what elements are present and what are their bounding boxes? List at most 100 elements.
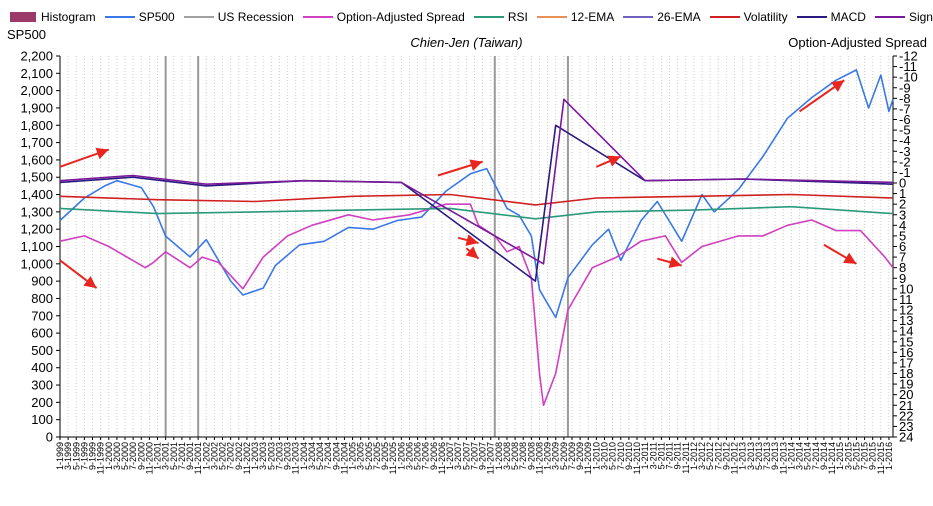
x-tick-label: 1-2007 [445, 442, 455, 470]
x-tick-label: 7-2013 [762, 442, 772, 470]
y-left-tick-label: 2,000 [20, 83, 53, 98]
y-right-tick-label: 0 [899, 176, 906, 191]
x-tick-label: 11-2010 [632, 442, 642, 474]
x-tick-label: 11-2005 [388, 442, 398, 474]
x-tick-label: 7-2012 [713, 442, 723, 470]
legend-swatch [302, 16, 333, 18]
x-tick-label: 3-2001 [161, 442, 171, 470]
x-tick-label: 11-2014 [827, 442, 837, 474]
x-tick-label: 9-2007 [478, 442, 488, 470]
x-tick-label: 3-2009 [551, 442, 561, 470]
y-left-tick-label: 1,600 [20, 152, 53, 167]
y-left-tick-label: 100 [31, 412, 53, 427]
x-tick-label: 7-2015 [860, 442, 870, 470]
y-right-tick-label: -9 [899, 80, 911, 95]
series-line-rsi [59, 205, 894, 220]
legend-label: 12-EMA [570, 10, 615, 24]
x-tick-label: 1-2006 [396, 442, 406, 470]
x-tick-label: 7-2009 [567, 442, 577, 470]
x-tick-label: 5-2001 [169, 442, 179, 470]
x-tick-label: 7-2002 [226, 442, 236, 470]
annotation-arrow [823, 243, 857, 265]
y-left-tick-label: 700 [31, 308, 53, 323]
x-tick-label: 7-2014 [811, 442, 821, 470]
x-tick-label: 5-2011 [656, 442, 666, 469]
x-tick-label: 1-2009 [543, 442, 553, 470]
y-right-tick-label: -1 [899, 165, 911, 180]
y-right-tick-label: 7 [899, 250, 906, 265]
x-tick-label: 7-1999 [79, 442, 89, 470]
x-tick-label: 11-2002 [242, 442, 252, 474]
x-tick-label: 11-2015 [876, 442, 886, 474]
x-tick-label: 1-2015 [835, 442, 845, 470]
legend-swatch [183, 16, 214, 18]
y-right-tick-label: 9 [899, 271, 906, 286]
y-right-tick-label: 23 [899, 419, 913, 434]
x-tick-label: 11-2009 [583, 442, 593, 474]
x-tick-label: 1-2004 [299, 442, 309, 470]
x-tick-label: 9-2014 [819, 442, 829, 470]
x-tick-label: 5-2002 [218, 442, 228, 470]
x-tick-label: 1-2008 [494, 442, 504, 470]
x-tick-label: 9-2012 [721, 442, 731, 470]
series-line-volatility [59, 193, 894, 206]
legend-swatch [796, 16, 827, 18]
y-left-tick-label: 800 [31, 291, 53, 306]
legend-label: US Recession [217, 10, 294, 24]
legend-swatch [623, 16, 654, 18]
x-tick-label: 1-2003 [250, 442, 260, 470]
x-tick-label: 9-2004 [331, 442, 341, 470]
x-tick-label: 1-2010 [591, 442, 601, 470]
x-tick-label: 5-2015 [851, 442, 861, 470]
legend-label: RSI [507, 10, 528, 24]
y-right-tick-label: 19 [899, 377, 913, 392]
y-right-tick-label: 4 [899, 218, 906, 233]
series-line-option-adjusted-spread [59, 203, 894, 407]
legend-entry: 12-EMA [536, 10, 615, 24]
x-tick-label: 7-2008 [518, 442, 528, 470]
x-tick-label: 1-2011 [640, 442, 650, 469]
y-left-tick-label: 900 [31, 274, 53, 289]
x-tick-label: 3-2015 [843, 442, 853, 470]
x-tick-label: 3-2014 [795, 442, 805, 470]
x-tick-label: 1-2012 [689, 442, 699, 470]
x-tick-label: 9-2002 [234, 442, 244, 470]
x-tick-label: 3-1999 [63, 442, 73, 470]
x-tick-label: 1-2016 [884, 442, 894, 470]
legend-entry: SP500 [104, 10, 175, 24]
annotation-arrow [59, 259, 98, 289]
y-right-tick-label: -7 [899, 101, 911, 116]
x-tick-label: 7-2007 [469, 442, 479, 470]
x-tick-label: 1-2000 [104, 442, 114, 470]
x-tick-label: 9-2003 [283, 442, 293, 470]
y-left-tick-label: 2,100 [20, 66, 53, 81]
legend-label: Volatility [743, 10, 788, 24]
x-tick-label: 1-2001 [153, 442, 163, 470]
x-tick-label: 3-2002 [209, 442, 219, 470]
x-tick-label: 7-2006 [421, 442, 431, 470]
legend-swatch [874, 16, 905, 18]
y-right-tick-label: -6 [899, 112, 911, 127]
annotation-arrow [59, 147, 110, 168]
x-tick-label: 3-2006 [404, 442, 414, 470]
x-tick-label: 3-2010 [599, 442, 609, 470]
y-right-tick-label: 21 [899, 398, 913, 413]
y-left-tick-label: 400 [31, 360, 53, 375]
y-right-tick-label: 1 [899, 186, 906, 201]
y-right-tick-label: 16 [899, 345, 913, 360]
y-right-tick-label: 8 [899, 260, 906, 275]
y-left-tick-label: 2,200 [20, 49, 53, 64]
legend-label: Signal [908, 10, 933, 24]
x-tick-label: 1-2005 [348, 442, 358, 470]
x-tick-label: 11-2011 [681, 442, 691, 474]
x-tick-label: 7-2000 [128, 442, 138, 470]
y-right-tick-label: 12 [899, 303, 913, 318]
annotation-arrow [437, 159, 483, 177]
y-left-tick-label: 500 [31, 343, 53, 358]
x-tick-label: 7-2010 [616, 442, 626, 470]
legend-entry: Volatility [709, 10, 788, 24]
legend-swatch [473, 16, 504, 18]
x-tick-label: 5-2012 [705, 442, 715, 470]
y-left-tick-label: 1,900 [20, 100, 53, 115]
